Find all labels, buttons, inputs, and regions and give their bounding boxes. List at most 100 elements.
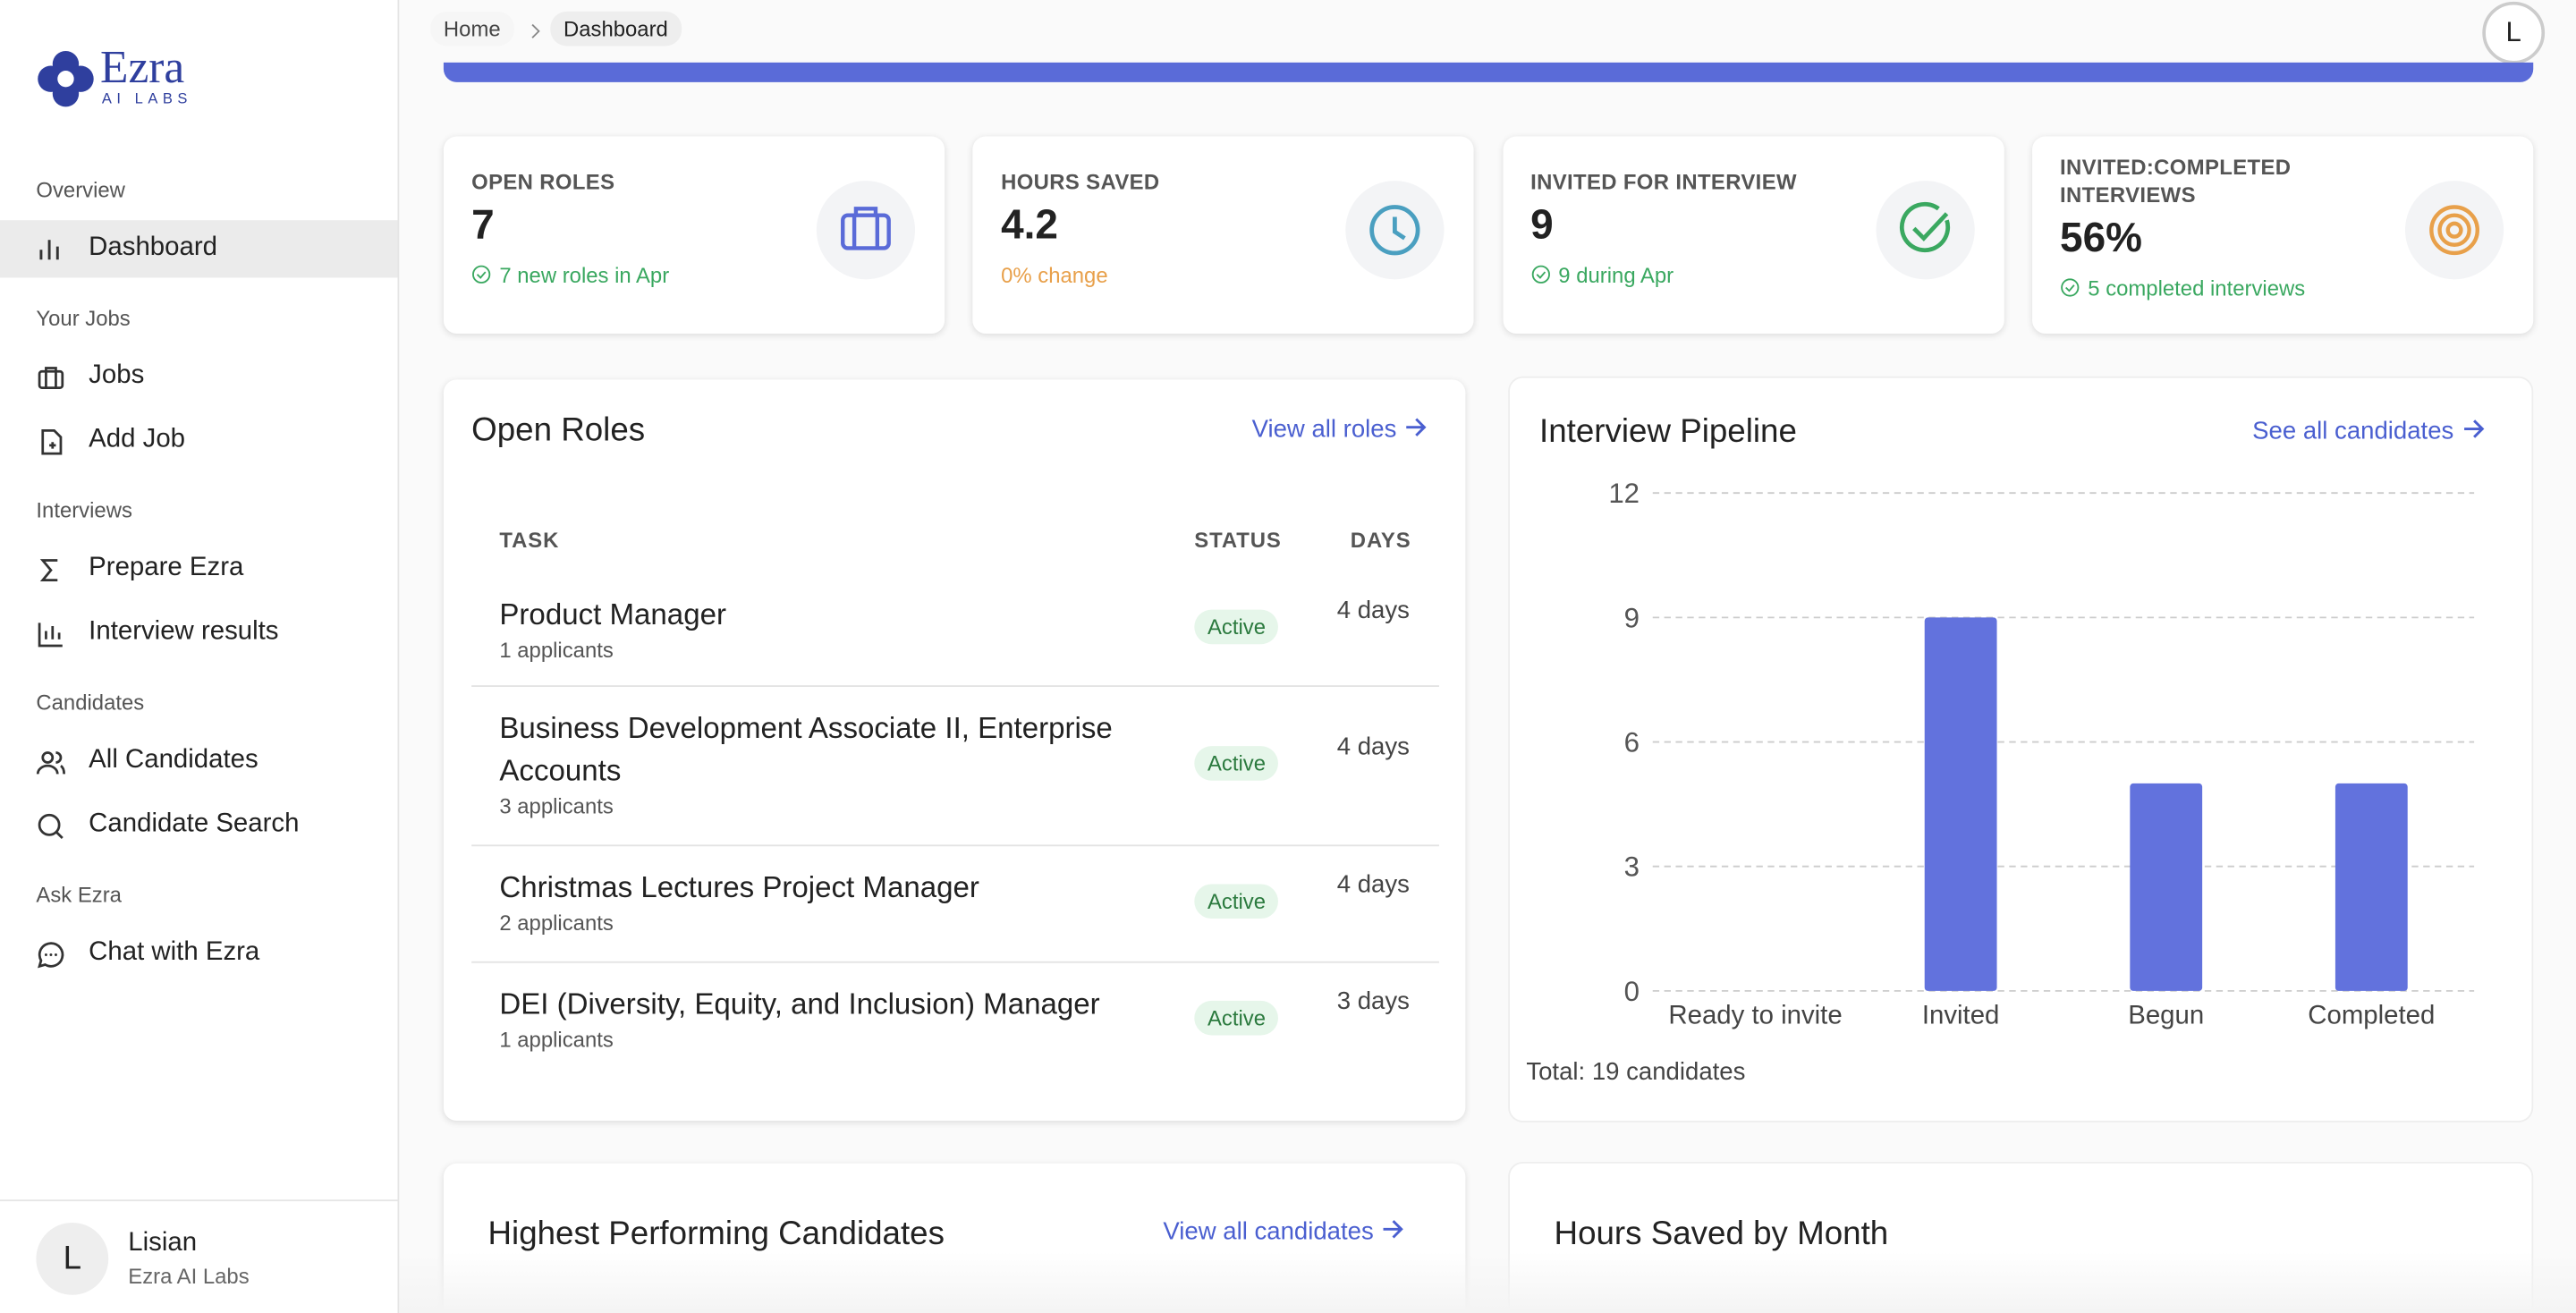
role-applicants: 3 applicants [499,793,614,818]
stat-note: 7 new roles in Apr [471,263,669,288]
check-icon [472,265,491,284]
nav-label[interactable]: Interview results [89,617,279,647]
status-pill: Active [1194,883,1279,919]
stat-label: INVITED:COMPLETED INTERVIEWS [2060,154,2292,208]
card-title: Hours Saved by Month [1554,1216,1889,1253]
role-days: 4 days [1336,732,1410,760]
pipeline-card: Interview Pipeline See all candidates To… [1509,377,2532,1122]
nav-item[interactable]: All Candidates [0,733,397,790]
open-roles-card: Open Roles View all roles TASK STATUS DA… [443,379,1466,1122]
nav-label[interactable]: Add Job [89,425,186,454]
arrow-icon [2463,419,2484,438]
stat-label: OPEN ROLES [471,169,615,194]
brand-sub: AI LABS [101,90,192,107]
banner-bar [443,62,2534,82]
column-header: STATUS [1194,527,1282,553]
stat-value: 4.2 [1001,201,1058,249]
nav-icon [38,623,63,648]
stat-icon [816,181,916,280]
nav-item[interactable]: Jobs [0,349,397,406]
nav-item[interactable]: Add Job [0,412,397,470]
column-header: DAYS [1350,527,1411,553]
nav-heading: Your Jobs [36,305,131,331]
stat-label: HOURS SAVED [1001,169,1160,194]
nav-item[interactable]: Chat with Ezra [0,925,397,982]
see-all-candidates[interactable]: See all candidates [2252,418,2487,445]
stat-label: INVITED FOR INTERVIEW [1530,169,1797,194]
nav-icon [39,559,58,581]
arrow-icon [1383,1220,1404,1239]
check-icon [1531,265,1550,284]
nav-label[interactable]: Prepare Ezra [89,554,244,582]
sidebar: Ezra AI LABS Overview Dashboard Your Jobs J… [0,0,400,1313]
nav-item[interactable]: Dashboard [0,220,398,278]
row-divider [471,685,1439,687]
role-applicants: 1 applicants [499,637,614,663]
nav-item[interactable]: Interview results [0,605,397,662]
stat-icon [1345,181,1445,280]
status-pill: Active [1194,745,1279,780]
stat-value: 56% [2060,215,2142,262]
stat-note: 0% change [1001,263,1108,288]
nav-heading: Candidates [36,690,145,716]
link-text[interactable]: View all candidates [1163,1217,1374,1246]
nav-label[interactable]: Candidate Search [89,809,300,839]
link-text[interactable]: See all candidates [2252,417,2454,445]
role-title[interactable]: Product Manager [499,597,726,631]
nav-item[interactable]: Candidate Search [0,797,397,854]
note-text: 0% change [1001,262,1108,288]
check-icon [2060,278,2080,297]
nav-icon [39,240,59,260]
nav-icon [36,751,66,775]
nav-heading: Overview [36,177,125,202]
card-title: Highest Performing Candidates [487,1216,945,1253]
avatar-button[interactable]: L [2482,1,2546,64]
nav-label[interactable]: All Candidates [89,746,258,775]
role-days: 4 days [1336,596,1410,624]
role-applicants: 2 applicants [499,910,614,936]
link-text[interactable]: View all roles [1251,415,1397,445]
breadcrumb-home[interactable]: Home [430,11,514,47]
role-title[interactable]: Christmas Lectures Project Manager [499,870,979,904]
nav-label[interactable]: Chat with Ezra [89,938,260,967]
row-divider [471,844,1439,847]
user-name: Lisian [128,1229,198,1258]
arrow-icon [1406,418,1427,436]
stat-card: HOURS SAVED 4.2 0% change [972,136,1475,334]
role-title[interactable]: DEI (Diversity, Equity, and Inclusion) M… [499,987,1100,1021]
nav-icon [38,813,64,839]
view-all-roles[interactable]: View all roles [1252,416,1430,444]
stat-icon [2404,181,2504,280]
brand-name: Ezra [100,42,185,94]
column-header: TASK [499,527,560,553]
view-all-candidates[interactable]: View all candidates [1163,1217,1406,1246]
note-text: 5 completed interviews [2088,275,2306,301]
user-avatar[interactable]: L [36,1222,109,1295]
role-title[interactable]: Business Development Associate II, Enter… [499,711,1113,788]
card-title: Open Roles [471,412,646,449]
nav-icon [38,942,64,969]
stat-value: 9 [1530,201,1554,249]
nav-heading: Interviews [36,497,132,523]
status-pill: Active [1194,999,1279,1035]
nav-heading: Ask Ezra [36,882,122,908]
user-org: Ezra AI Labs [128,1263,250,1289]
stat-note: 9 during Apr [1530,263,1674,288]
nav-label[interactable]: Dashboard [89,233,217,262]
nav-label[interactable]: Jobs [89,361,145,390]
status-pill: Active [1194,608,1279,644]
note-text: 9 during Apr [1558,262,1674,288]
nav-icon [38,367,64,389]
nav-icon [41,428,63,455]
stat-card: INVITED:COMPLETED INTERVIEWS 56% 5 compl… [2031,136,2534,334]
stat-card: OPEN ROLES 7 7 new roles in Apr [443,136,945,334]
stat-value: 7 [471,201,495,249]
role-days: 3 days [1336,987,1410,1015]
note-text: 7 new roles in Apr [499,262,670,288]
role-applicants: 1 applicants [499,1027,614,1052]
stat-note: 5 completed interviews [2060,276,2305,301]
nav-item[interactable]: Prepare Ezra [0,540,397,597]
total-label: Total: 19 candidates [1526,1058,1746,1087]
scroll-fade [399,1252,2576,1313]
stat-card: INVITED FOR INTERVIEW 9 9 during Apr [1502,136,2004,334]
